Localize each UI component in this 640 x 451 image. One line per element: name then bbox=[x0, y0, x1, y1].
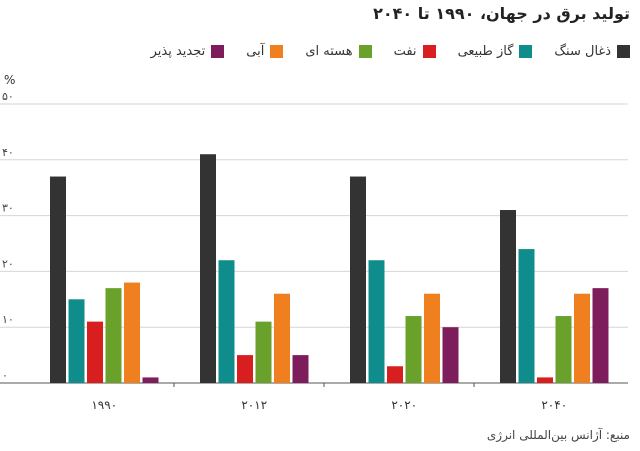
bar bbox=[50, 176, 66, 383]
source-note: منبع: آژانس بین‌المللی انرژی bbox=[486, 428, 630, 442]
legend-item-gas: گاز طبیعی bbox=[458, 44, 533, 59]
x-tick-label: ۲۰۱۲ bbox=[241, 398, 267, 412]
bar bbox=[574, 293, 590, 383]
legend-item-coal: ذغال سنگ bbox=[554, 44, 630, 59]
legend-item-nuclear: هسته ای bbox=[305, 44, 372, 59]
legend-swatch-hydro bbox=[270, 45, 284, 58]
legend-swatch-nuclear bbox=[358, 45, 372, 58]
legend-item-oil: نفت bbox=[394, 44, 436, 59]
bar bbox=[124, 282, 140, 383]
legend-label-coal: ذغال سنگ bbox=[554, 44, 611, 59]
y-tick-label: ۴۰ bbox=[2, 146, 14, 159]
bar bbox=[255, 321, 272, 383]
bar bbox=[405, 316, 422, 383]
legend-label-gas: گاز طبیعی bbox=[457, 44, 514, 59]
legend-swatch-gas bbox=[519, 45, 533, 58]
bar bbox=[274, 293, 290, 383]
bar bbox=[292, 355, 309, 383]
bar bbox=[68, 299, 85, 383]
bar bbox=[142, 377, 159, 383]
x-tick-label: ۲۰۲۰ bbox=[391, 398, 417, 412]
y-axis-label: % bbox=[4, 73, 16, 87]
bar bbox=[237, 355, 253, 383]
legend-label-oil: نفت bbox=[393, 44, 417, 59]
bar bbox=[442, 327, 459, 383]
x-tick-label: ۱۹۹۰ bbox=[91, 398, 117, 412]
bar bbox=[105, 288, 122, 383]
y-tick-label: ۱۰ bbox=[2, 313, 14, 326]
bar bbox=[200, 154, 216, 383]
legend-label-renewable: تجدید پذیر bbox=[150, 44, 206, 59]
legend-label-nuclear: هسته ای bbox=[305, 44, 353, 59]
bar bbox=[500, 210, 516, 383]
legend-swatch-renewable bbox=[211, 45, 225, 58]
y-tick-label: ۰ bbox=[2, 369, 8, 382]
bar bbox=[218, 260, 235, 383]
legend-swatch-oil bbox=[422, 45, 436, 58]
legend-item-hydro: آبی bbox=[246, 44, 284, 59]
y-tick-label: ۳۰ bbox=[2, 202, 14, 215]
chart-legend: ذغال سنگ گاز طبیعی نفت هسته ای آبی تجدید… bbox=[10, 44, 630, 59]
bar bbox=[350, 176, 366, 383]
y-tick-label: ۲۰ bbox=[2, 257, 14, 270]
x-tick-label: ۲۰۴۰ bbox=[541, 398, 567, 412]
y-tick-label: ۵۰ bbox=[2, 90, 14, 103]
bar bbox=[518, 249, 535, 383]
chart-title: تولید برق در جهان، ۱۹۹۰ تا ۲۰۴۰ bbox=[373, 4, 630, 23]
legend-item-renewable: تجدید پذیر bbox=[151, 44, 225, 59]
bar bbox=[368, 260, 385, 383]
legend-label-hydro: آبی bbox=[246, 44, 265, 59]
bar bbox=[592, 288, 609, 383]
legend-swatch-coal bbox=[617, 45, 630, 58]
bar bbox=[387, 366, 403, 383]
bar bbox=[555, 316, 572, 383]
bar bbox=[537, 377, 553, 383]
bar bbox=[424, 293, 440, 383]
bar bbox=[87, 321, 103, 383]
